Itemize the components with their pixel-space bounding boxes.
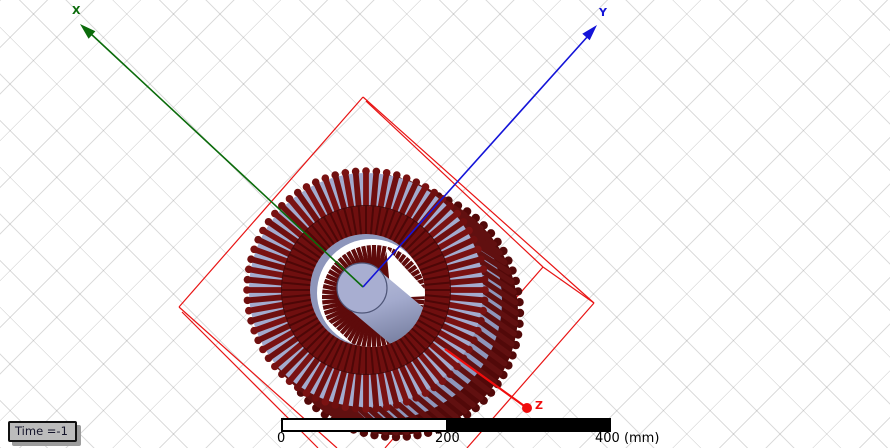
axis-triad [80, 24, 597, 413]
y-axis-label: Y [599, 6, 607, 19]
scale-tick-0: 0 [277, 431, 286, 446]
scale-tick-200: 200 [435, 431, 460, 446]
time-badge: Time =-1 [8, 421, 77, 442]
scale-tick-400: 400 (mm) [595, 431, 660, 446]
scale-ruler-black-segment [446, 420, 609, 430]
x-axis-label: X [72, 4, 81, 17]
z-axis-label: Z [535, 399, 543, 412]
scale-ruler [281, 418, 611, 432]
